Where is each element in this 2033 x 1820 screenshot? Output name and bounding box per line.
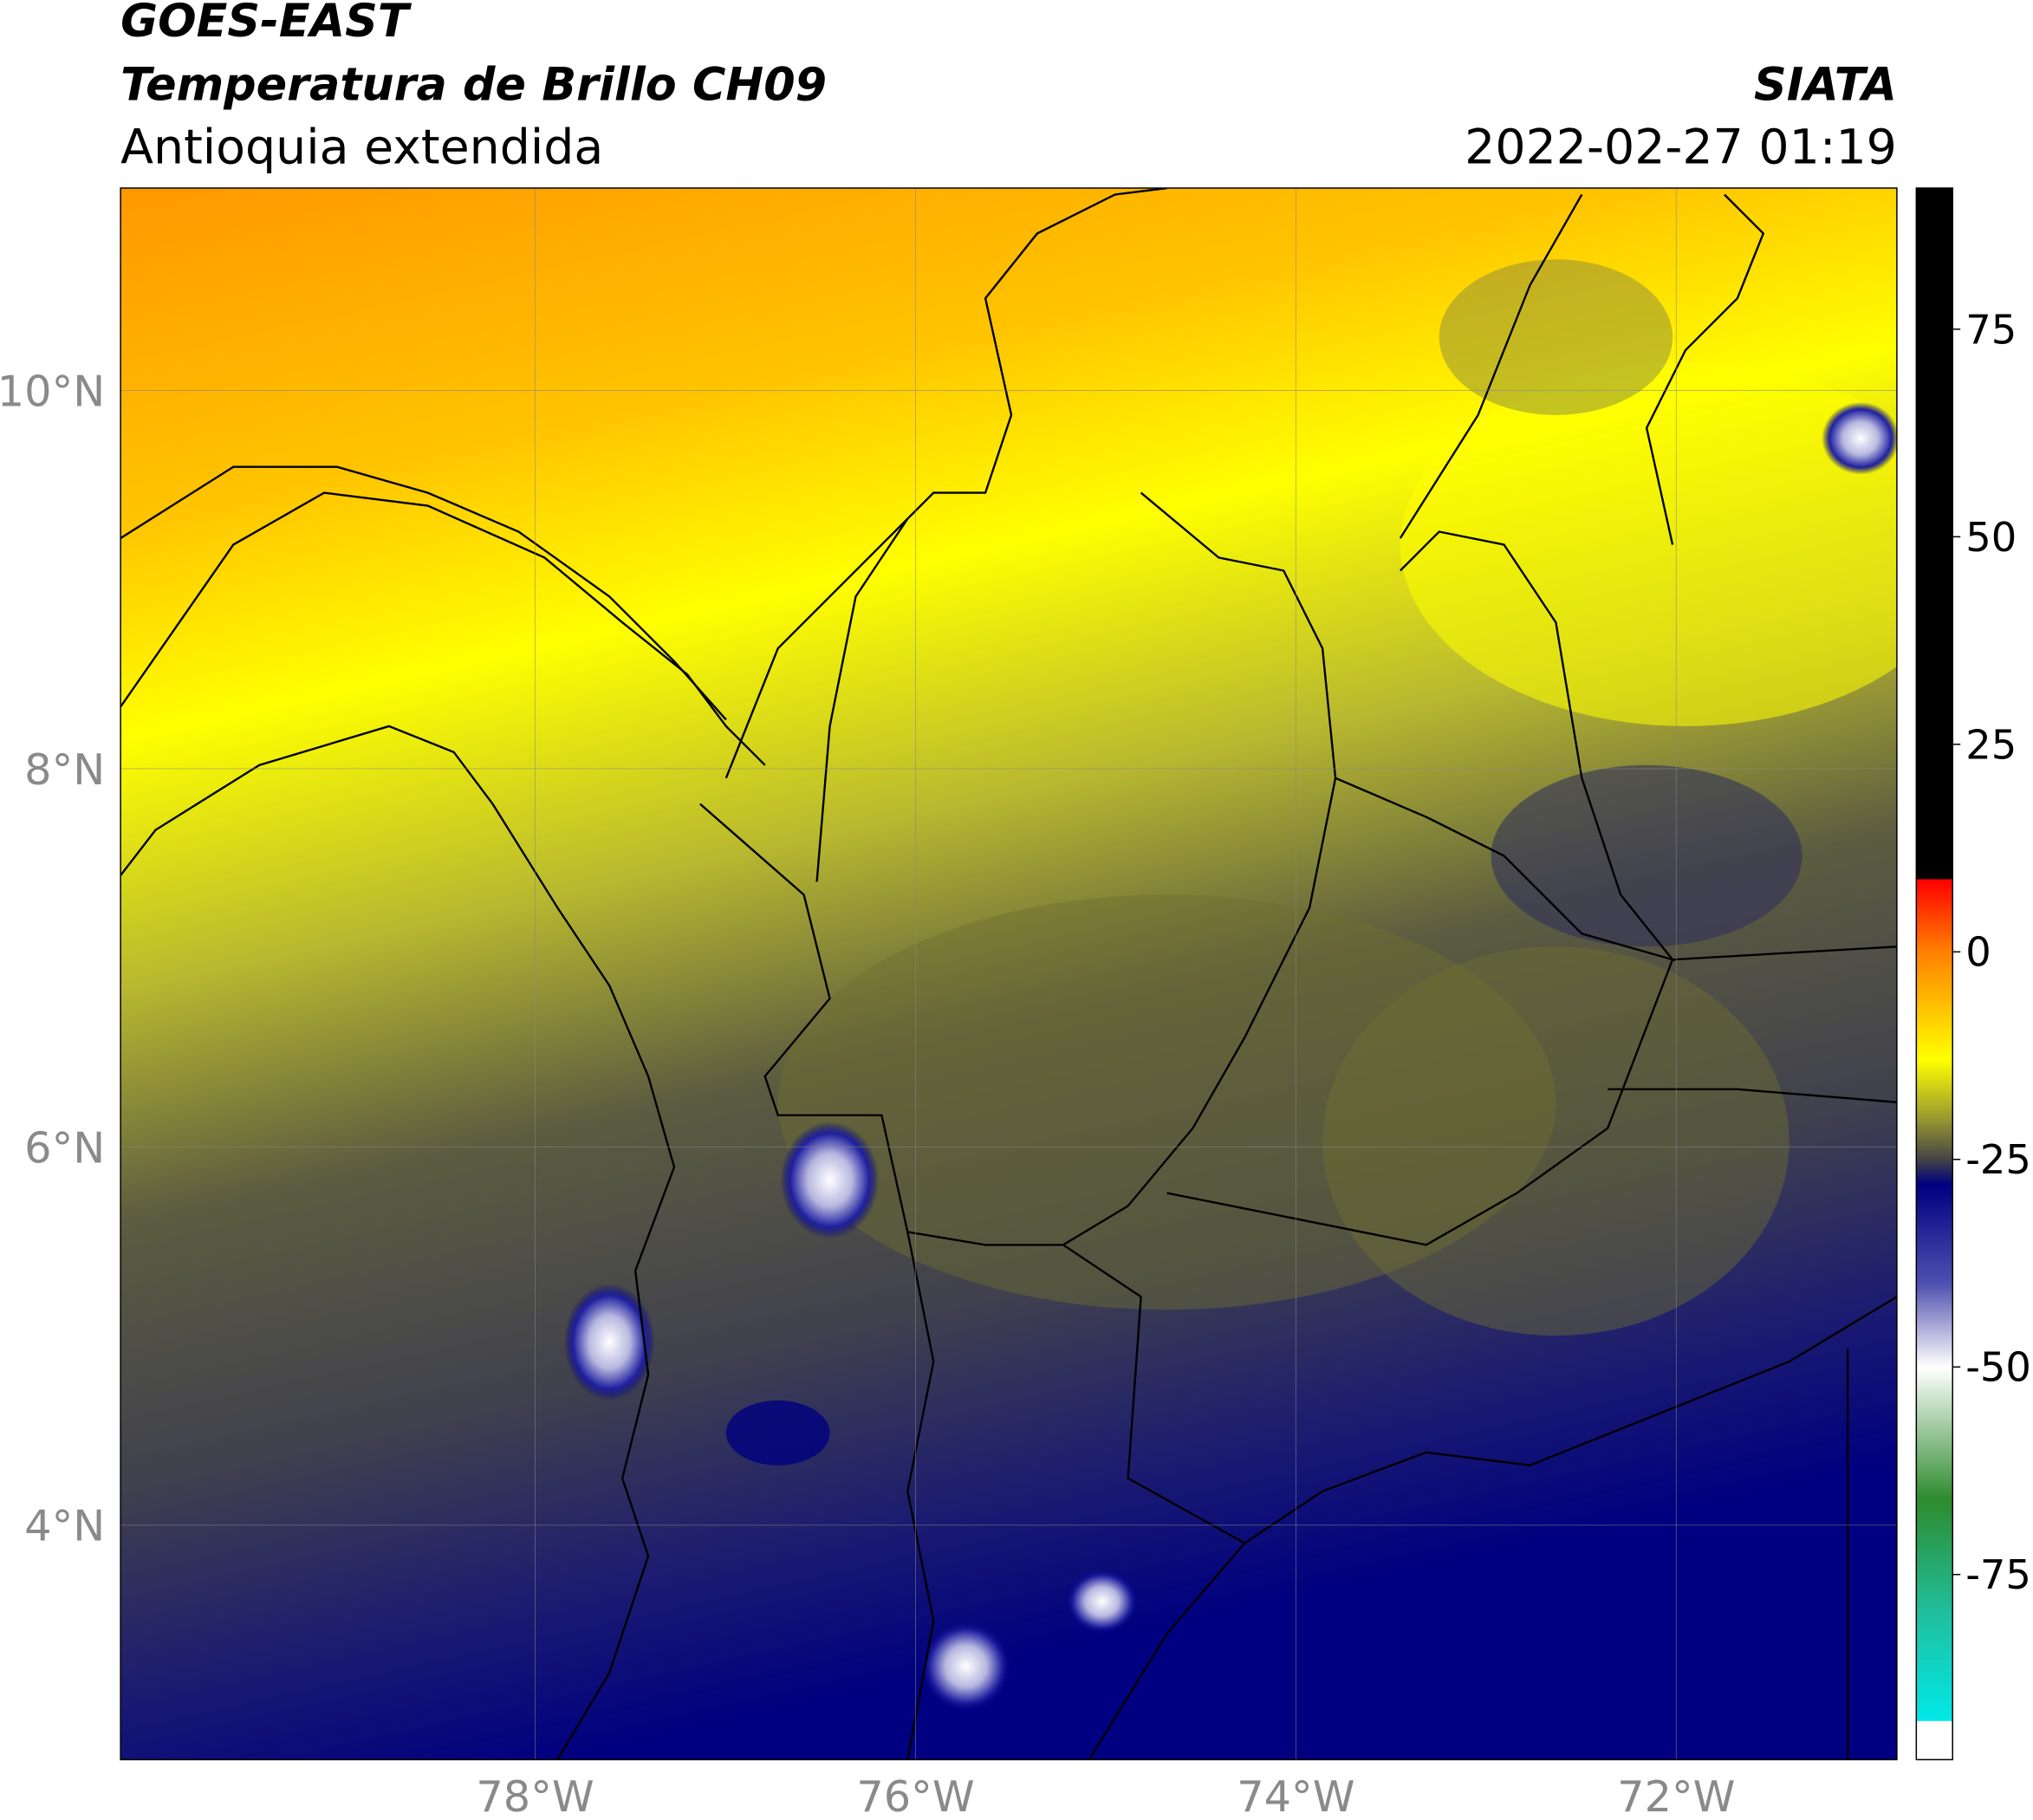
colorbar-tick-label: -75 xyxy=(1965,1551,2031,1598)
colorbar-tick-label: 25 xyxy=(1965,721,2017,768)
storm-cell xyxy=(780,1121,880,1238)
coastline xyxy=(120,465,727,721)
colorbar-tick-label: -25 xyxy=(1965,1136,2031,1183)
colorbar-tick-label: 50 xyxy=(1965,514,2017,561)
borders xyxy=(120,188,1897,1760)
colorbar-fill xyxy=(1915,187,1953,1761)
coastline xyxy=(120,491,766,766)
coastline xyxy=(724,188,1167,779)
field-patch xyxy=(1322,946,1789,1336)
x-tick-label: 76°W xyxy=(856,1771,974,1820)
storm-cell xyxy=(563,1284,655,1401)
storm-cell xyxy=(1065,1569,1139,1635)
grid xyxy=(120,188,1897,1760)
colorbar: 75 50 25 0 -25 -50 -75 xyxy=(1915,187,2031,1761)
border xyxy=(1608,1088,1897,1104)
y-tick-label: 4°N xyxy=(24,1501,105,1551)
region: Antioquia extendida xyxy=(120,120,603,176)
border xyxy=(815,517,909,882)
coastline xyxy=(120,725,676,1760)
field-patch xyxy=(1400,363,1897,726)
product: Temperatura de Brillo CH09 xyxy=(120,58,827,111)
field-patch xyxy=(777,894,1556,1310)
colorbar-tick-label: 75 xyxy=(1965,306,2017,353)
x-tick-label: 72°W xyxy=(1617,1771,1735,1820)
map-image xyxy=(120,188,1897,1760)
colorbar-tick-label: -50 xyxy=(1965,1344,2031,1391)
storm-cell xyxy=(1822,401,1897,475)
y-tick-label: 10°N xyxy=(0,366,105,416)
border xyxy=(1088,1542,1246,1760)
datetime: 2022-02-27 01:19 xyxy=(1465,120,1897,176)
border xyxy=(906,1232,935,1760)
border xyxy=(1335,530,1676,962)
border xyxy=(699,491,1337,1246)
map-frame xyxy=(120,187,1898,1761)
y-tick-label: 8°N xyxy=(24,744,105,795)
field-patch xyxy=(1491,764,1802,947)
y-tick-label: 6°N xyxy=(24,1122,105,1173)
x-tick-label: 74°W xyxy=(1237,1771,1354,1820)
field-patch xyxy=(1439,259,1673,415)
storm-cell xyxy=(725,1400,830,1466)
satellite: GOES-EAST xyxy=(120,0,412,48)
source: SIATA xyxy=(1754,58,1897,111)
border xyxy=(1062,1244,1897,1544)
coastline xyxy=(1399,193,1583,539)
x-tick-label: 78°W xyxy=(476,1771,594,1820)
coastline xyxy=(1645,193,1765,545)
colorbar-tick-label: 0 xyxy=(1965,929,1991,976)
storm-cell xyxy=(920,1621,1012,1713)
